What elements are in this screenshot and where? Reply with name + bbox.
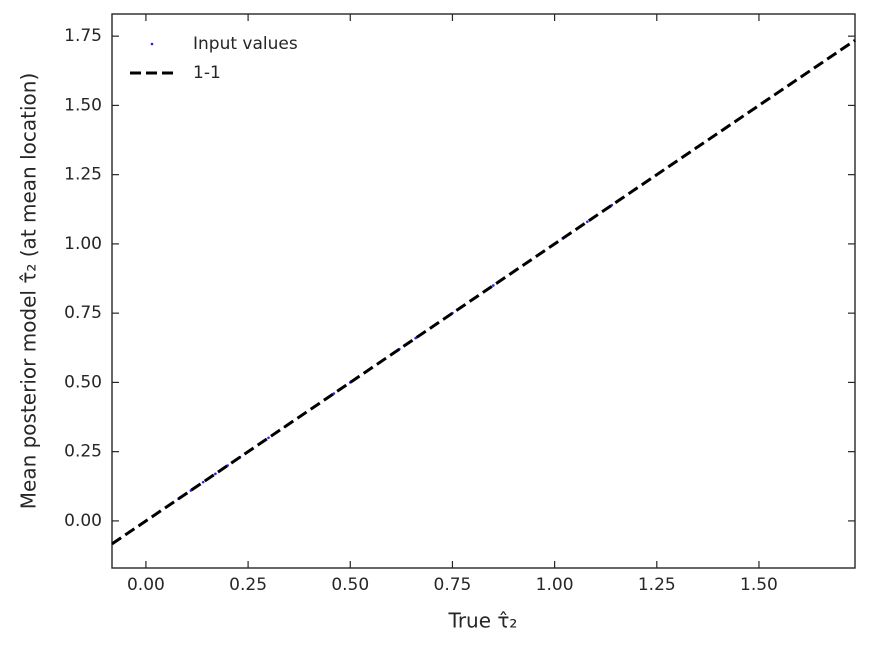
data-point <box>492 284 495 287</box>
x-tick-label: 1.50 <box>740 575 778 595</box>
x-tick-label: 1.25 <box>638 575 676 595</box>
data-point <box>214 472 217 476</box>
y-tick-label: 1.50 <box>64 95 102 115</box>
y-tick-label: 0.75 <box>64 303 102 323</box>
data-point <box>332 392 336 395</box>
y-tick-label: 0.25 <box>64 442 102 462</box>
x-tick-label: 1.00 <box>536 575 574 595</box>
y-tick-label: 1.25 <box>64 165 102 185</box>
legend-marker <box>150 42 154 46</box>
data-point <box>201 480 205 484</box>
x-tick-label: 0.75 <box>434 575 472 595</box>
data-point <box>586 220 589 224</box>
x-tick-label: 0.50 <box>331 575 369 595</box>
y-tick-label: 0.00 <box>64 511 102 531</box>
data-point <box>414 336 417 340</box>
y-axis-label: Mean posterior model τ̂₂ (at mean locati… <box>17 73 41 509</box>
y-tick-label: 0.50 <box>64 372 102 392</box>
legend-label: Input values <box>193 34 298 54</box>
x-tick-label: 0.25 <box>229 575 267 595</box>
x-axis-label: True τ̂₂ <box>448 609 518 633</box>
legend-label: 1-1 <box>193 63 221 83</box>
plot-frame <box>111 13 856 569</box>
y-tick-label: 1.75 <box>64 26 102 46</box>
x-tick-label: 0.00 <box>127 575 165 595</box>
data-point <box>267 436 270 440</box>
line <box>111 39 856 546</box>
y-tick-label: 1.00 <box>64 234 102 254</box>
